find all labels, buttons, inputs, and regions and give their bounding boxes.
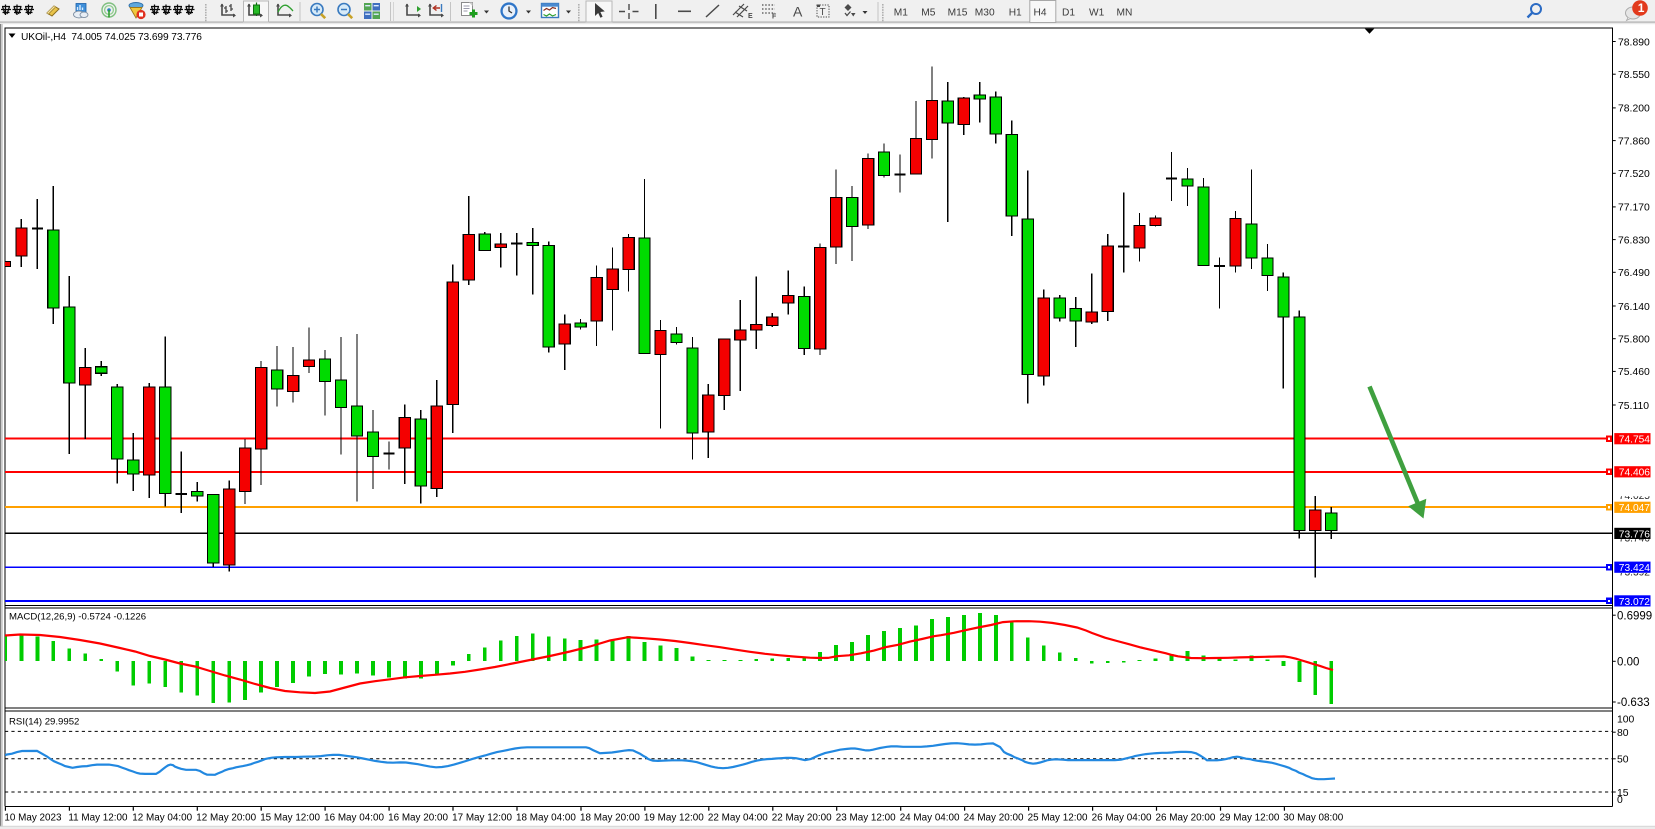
svg-text:78.550: 78.550 (1618, 70, 1650, 81)
svg-text:A: A (793, 4, 803, 20)
svg-text:MACD(12,26,9) -0.5724 -0.1226: MACD(12,26,9) -0.5724 -0.1226 (9, 612, 146, 623)
svg-text:10 May 2023: 10 May 2023 (4, 812, 62, 823)
svg-text:73.072: 73.072 (1619, 597, 1650, 608)
svg-text:74.754: 74.754 (1619, 435, 1650, 446)
svg-text:76.140: 76.140 (1618, 302, 1650, 313)
svg-text:17 May 12:00: 17 May 12:00 (452, 812, 512, 823)
svg-text:50: 50 (1617, 755, 1629, 766)
svg-text:15: 15 (1617, 788, 1629, 799)
svg-text:30 May 08:00: 30 May 08:00 (1283, 812, 1343, 823)
svg-text:75.110: 75.110 (1618, 401, 1649, 412)
svg-text:23 May 12:00: 23 May 12:00 (836, 812, 896, 823)
svg-text:19 May 12:00: 19 May 12:00 (644, 812, 704, 823)
svg-text:29 May 12:00: 29 May 12:00 (1220, 812, 1280, 823)
svg-text:24 May 04:00: 24 May 04:00 (900, 812, 960, 823)
svg-text:26 May 04:00: 26 May 04:00 (1092, 812, 1152, 823)
svg-text:77.860: 77.860 (1618, 136, 1650, 147)
svg-text:M5: M5 (921, 8, 935, 19)
svg-text:M1: M1 (894, 8, 908, 19)
svg-text:16 May 20:00: 16 May 20:00 (388, 812, 448, 823)
svg-text:77.170: 77.170 (1618, 203, 1650, 214)
svg-text:UKOil-,H4 74.005 74.025 73.69: UKOil-,H4 74.005 74.025 73.699 73.776 (21, 32, 202, 43)
svg-text:F: F (772, 14, 777, 21)
svg-text:W1: W1 (1089, 8, 1105, 19)
svg-text:73.746: 73.746 (1619, 534, 1650, 545)
svg-text:0: 0 (1617, 795, 1623, 806)
svg-text:74.025: 74.025 (1619, 491, 1650, 502)
svg-text:78.200: 78.200 (1618, 104, 1650, 115)
svg-text:MN: MN (1117, 8, 1133, 19)
svg-text:73.776: 73.776 (1619, 529, 1650, 540)
svg-text:12 May 04:00: 12 May 04:00 (132, 812, 192, 823)
svg-text:18 May 04:00: 18 May 04:00 (516, 812, 576, 823)
svg-text:E: E (748, 13, 753, 20)
svg-text:M15: M15 (948, 8, 968, 19)
svg-text:77.520: 77.520 (1618, 169, 1650, 180)
svg-text:16 May 04:00: 16 May 04:00 (324, 812, 384, 823)
svg-text:0.6999: 0.6999 (1617, 610, 1652, 622)
svg-text:1: 1 (1638, 1, 1645, 15)
svg-text:26 May 20:00: 26 May 20:00 (1156, 812, 1216, 823)
svg-text:M30: M30 (975, 8, 995, 19)
svg-text:0.00: 0.00 (1617, 657, 1639, 669)
svg-text:74.047: 74.047 (1619, 503, 1650, 514)
svg-text:18 May 20:00: 18 May 20:00 (580, 812, 640, 823)
svg-text:H1: H1 (1009, 8, 1022, 19)
svg-text:22 May 20:00: 22 May 20:00 (772, 812, 832, 823)
svg-text:24 May 20:00: 24 May 20:00 (964, 812, 1024, 823)
svg-text:RSI(14) 29.9952: RSI(14) 29.9952 (9, 717, 79, 728)
svg-text:80: 80 (1617, 728, 1629, 739)
svg-text:-0.633: -0.633 (1617, 697, 1650, 709)
svg-text:D1: D1 (1062, 8, 1075, 19)
svg-text:74.406: 74.406 (1619, 468, 1650, 479)
svg-text:100: 100 (1617, 715, 1635, 726)
svg-text:75.460: 75.460 (1618, 367, 1650, 378)
svg-text:76.490: 76.490 (1618, 268, 1650, 279)
svg-text:73.392: 73.392 (1619, 567, 1650, 578)
svg-text:12 May 20:00: 12 May 20:00 (196, 812, 256, 823)
svg-text:T: T (820, 7, 826, 18)
svg-text:76.830: 76.830 (1618, 235, 1650, 246)
svg-text:11 May 12:00: 11 May 12:00 (68, 812, 128, 823)
svg-text:25 May 12:00: 25 May 12:00 (1028, 812, 1088, 823)
svg-text:73.424: 73.424 (1619, 563, 1650, 574)
svg-text:78.890: 78.890 (1618, 37, 1650, 48)
svg-text:22 May 04:00: 22 May 04:00 (708, 812, 768, 823)
svg-text:15 May 12:00: 15 May 12:00 (260, 812, 320, 823)
svg-text:H4: H4 (1034, 8, 1047, 19)
svg-text:75.800: 75.800 (1618, 335, 1650, 346)
